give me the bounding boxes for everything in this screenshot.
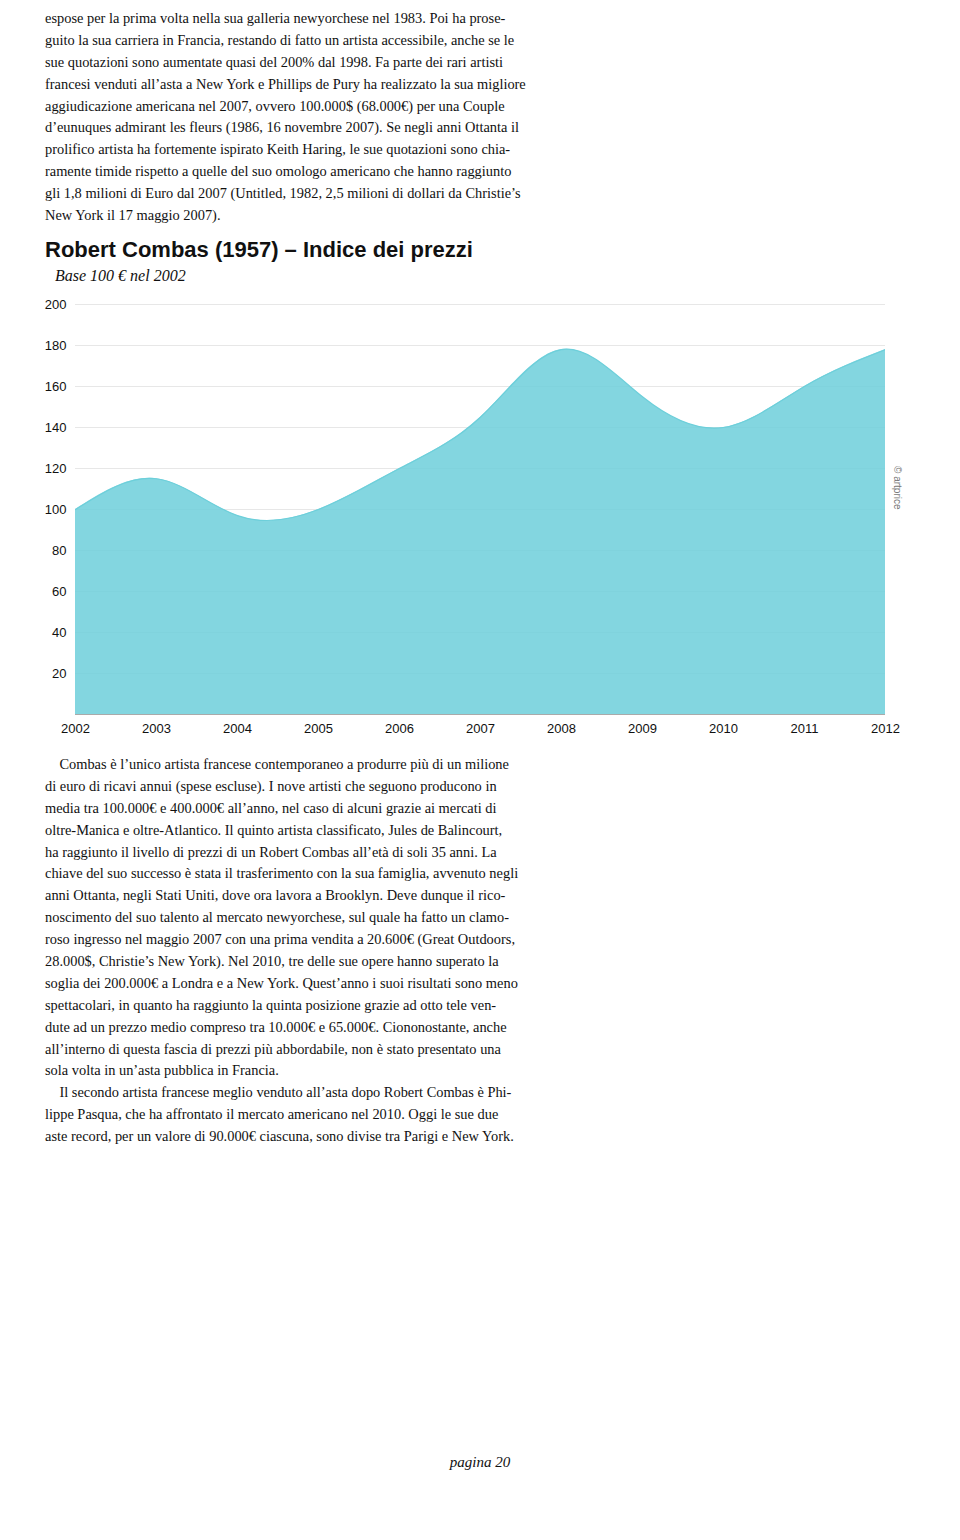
svg-text:2009: 2009 xyxy=(628,721,657,736)
svg-text:40: 40 xyxy=(52,625,66,640)
svg-text:180: 180 xyxy=(45,338,67,353)
svg-text:2011: 2011 xyxy=(791,721,819,736)
svg-text:100: 100 xyxy=(45,502,67,517)
svg-text:2012: 2012 xyxy=(871,721,900,736)
html-text:Robert Combas (1957) – Indice: Robert Combas (1957) – Indice dei prezzi xyxy=(45,237,473,262)
svg-text:2010: 2010 xyxy=(709,721,738,736)
svg-text:80: 80 xyxy=(52,543,66,558)
svg-text:140: 140 xyxy=(45,420,67,435)
svg-text:20: 20 xyxy=(52,666,66,681)
svg-text:2005: 2005 xyxy=(304,721,333,736)
svg-text:2007: 2007 xyxy=(466,721,495,736)
svg-text:200: 200 xyxy=(45,297,67,312)
svg-text:160: 160 xyxy=(45,379,67,394)
svg-text:© artprice: © artprice xyxy=(892,466,903,510)
html-text:pagina 20: pagina 20 xyxy=(449,1454,511,1470)
html-text:Base 100 € nel 2002: Base 100 € nel 2002 xyxy=(55,267,186,284)
html-text:Combas è l’unico artista franc: Combas è l’unico artista francese contem… xyxy=(45,756,519,1145)
svg-text:120: 120 xyxy=(45,461,67,476)
svg-text:2003: 2003 xyxy=(142,721,171,736)
html-text:espose per la prima volta nell: espose per la prima volta nella sua gall… xyxy=(45,10,526,223)
svg-text:2004: 2004 xyxy=(223,721,252,736)
svg-text:60: 60 xyxy=(52,584,66,599)
svg-text:2008: 2008 xyxy=(547,721,576,736)
svg-text:2006: 2006 xyxy=(385,721,414,736)
svg-text:2002: 2002 xyxy=(61,721,90,736)
